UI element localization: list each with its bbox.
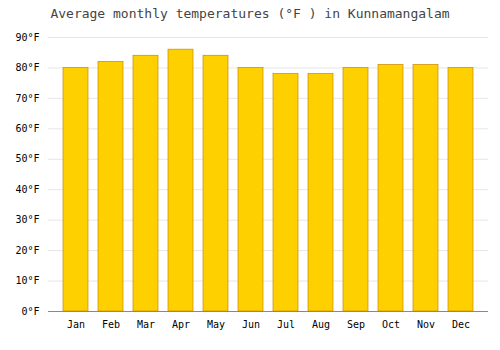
svg-text:90°F: 90°F xyxy=(15,32,39,43)
svg-text:10°F: 10°F xyxy=(15,275,39,286)
svg-text:Oct: Oct xyxy=(382,319,400,330)
svg-text:Mar: Mar xyxy=(137,319,155,330)
svg-text:60°F: 60°F xyxy=(15,123,39,134)
svg-text:Sep: Sep xyxy=(347,319,365,330)
svg-text:0°F: 0°F xyxy=(21,306,39,317)
svg-text:Apr: Apr xyxy=(172,319,190,330)
svg-text:Aug: Aug xyxy=(312,319,330,330)
svg-text:70°F: 70°F xyxy=(15,93,39,104)
svg-text:50°F: 50°F xyxy=(15,153,39,164)
svg-text:Jul: Jul xyxy=(277,319,295,330)
svg-text:80°F: 80°F xyxy=(15,62,39,73)
svg-text:May: May xyxy=(207,319,225,330)
svg-text:40°F: 40°F xyxy=(15,184,39,195)
svg-text:Dec: Dec xyxy=(452,319,470,330)
html-text:Average monthly temperatures (: Average monthly temperatures (°F ) in Ku… xyxy=(50,6,450,21)
svg-text:Jan: Jan xyxy=(67,319,85,330)
svg-text:Feb: Feb xyxy=(102,319,120,330)
svg-text:Nov: Nov xyxy=(417,319,435,330)
svg-text:Jun: Jun xyxy=(242,319,260,330)
svg-text:20°F: 20°F xyxy=(15,245,39,256)
svg-text:30°F: 30°F xyxy=(15,214,39,225)
